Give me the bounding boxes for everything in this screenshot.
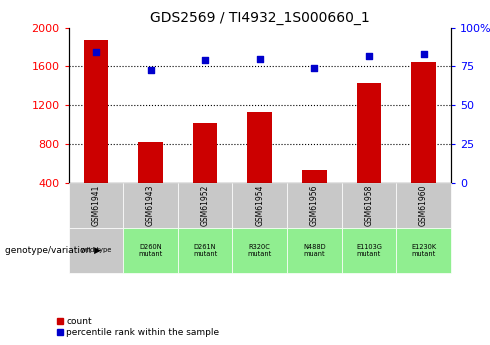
Text: E1230K
mutant: E1230K mutant xyxy=(411,244,436,257)
Point xyxy=(92,50,100,55)
Bar xyxy=(84,40,108,183)
Text: genotype/variation ▶: genotype/variation ▶ xyxy=(5,246,101,255)
Text: GSM61960: GSM61960 xyxy=(419,185,428,226)
Title: GDS2569 / TI4932_1S000660_1: GDS2569 / TI4932_1S000660_1 xyxy=(150,11,369,25)
Text: GSM61956: GSM61956 xyxy=(310,185,319,226)
Text: N488D
muant: N488D muant xyxy=(303,244,326,257)
Text: GSM61958: GSM61958 xyxy=(365,185,373,226)
Text: GSM61941: GSM61941 xyxy=(92,185,100,226)
Point xyxy=(310,65,318,71)
Text: GSM61943: GSM61943 xyxy=(146,185,155,226)
Point xyxy=(201,58,209,63)
Point xyxy=(256,56,264,61)
Point xyxy=(365,53,373,58)
Text: E1103G
mutant: E1103G mutant xyxy=(356,244,382,257)
Text: GSM61954: GSM61954 xyxy=(255,185,264,226)
Bar xyxy=(138,142,163,183)
Bar xyxy=(193,123,218,183)
Point xyxy=(419,51,427,57)
Text: D261N
mutant: D261N mutant xyxy=(193,244,217,257)
Text: GSM61952: GSM61952 xyxy=(200,185,210,226)
Point xyxy=(147,67,154,72)
Text: wild type: wild type xyxy=(81,247,111,253)
Legend: count, percentile rank within the sample: count, percentile rank within the sample xyxy=(53,314,223,341)
Text: R320C
mutant: R320C mutant xyxy=(247,244,272,257)
Bar xyxy=(247,112,272,183)
Bar xyxy=(411,61,436,183)
Text: D260N
mutant: D260N mutant xyxy=(138,244,163,257)
Bar xyxy=(357,83,381,183)
Bar xyxy=(302,170,326,183)
